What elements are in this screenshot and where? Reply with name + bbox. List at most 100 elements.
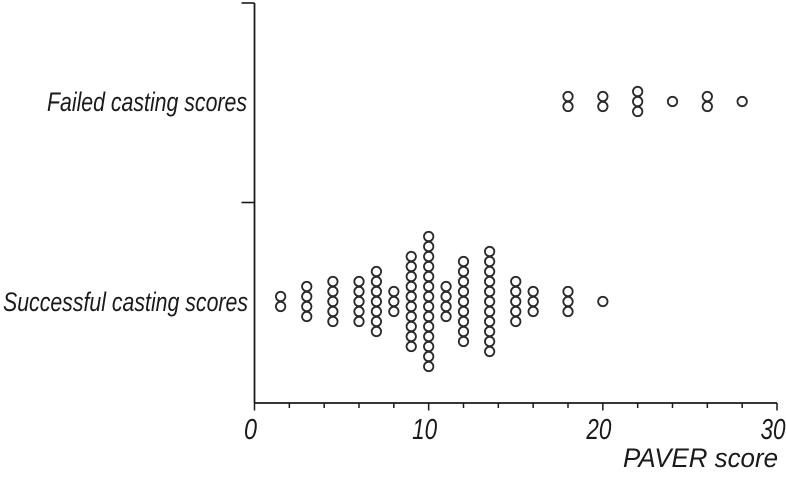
data-point-circle xyxy=(353,295,365,308)
data-point-circle xyxy=(353,305,365,318)
data-point-circle xyxy=(423,350,435,363)
data-point-circle xyxy=(457,265,470,278)
data-point-circle xyxy=(440,310,452,323)
data-point-circle xyxy=(527,295,539,308)
category-label-failed: Failed casting scores xyxy=(47,87,247,117)
data-point-circle xyxy=(370,275,383,288)
data-point-circle xyxy=(353,275,365,288)
data-point-circle xyxy=(370,265,383,278)
data-point-circle xyxy=(484,345,496,358)
data-point-circle xyxy=(632,85,644,98)
data-point-circle xyxy=(484,245,496,258)
data-point-circle xyxy=(423,260,435,273)
data-point-circle xyxy=(405,270,417,283)
data-point-circle xyxy=(457,305,470,318)
data-point-circle xyxy=(484,315,496,328)
data-point-circle xyxy=(440,290,452,303)
data-point-circle xyxy=(510,295,522,308)
data-point-circle xyxy=(405,320,417,333)
data-point-circle xyxy=(327,315,339,328)
data-point-circle xyxy=(370,325,383,338)
data-point-circle xyxy=(405,340,417,353)
data-point-circle xyxy=(405,280,417,293)
data-point-circle xyxy=(388,295,400,308)
data-point-circle xyxy=(597,100,609,113)
data-point-circle xyxy=(510,275,522,288)
data-point-circle xyxy=(510,315,522,328)
data-point-circle xyxy=(484,335,496,348)
data-point-circle xyxy=(457,295,470,308)
data-point-circle xyxy=(423,240,435,253)
data-point-circle xyxy=(484,255,496,268)
data-point-circle xyxy=(527,285,539,298)
data-point-circle xyxy=(388,305,400,318)
data-point-circle xyxy=(510,285,522,298)
data-point-circle xyxy=(327,285,339,298)
data-point-circle xyxy=(301,280,313,293)
data-point-circle xyxy=(405,260,417,273)
data-points-layer xyxy=(275,85,748,373)
x-tick-label-10: 10 xyxy=(412,414,437,446)
data-point-circle xyxy=(457,255,470,268)
data-point-circle xyxy=(527,305,539,318)
data-point-circle xyxy=(562,305,574,318)
data-point-circle xyxy=(370,285,383,298)
data-point-circle xyxy=(457,275,470,288)
data-point-circle xyxy=(275,300,287,313)
data-point-circle xyxy=(457,335,470,348)
data-point-circle xyxy=(484,265,496,278)
data-point-circle xyxy=(484,285,496,298)
data-point-circle xyxy=(701,100,713,113)
data-point-circle xyxy=(423,250,435,263)
data-point-circle xyxy=(484,305,496,318)
data-point-circle xyxy=(562,295,574,308)
data-point-circle xyxy=(423,300,435,313)
tick-label-layer: 0 10 20 30 xyxy=(244,414,786,446)
x-tick-label-20: 20 xyxy=(586,414,612,446)
data-point-circle xyxy=(510,305,522,318)
data-point-circle xyxy=(327,305,339,318)
data-point-circle xyxy=(275,290,287,303)
data-point-circle xyxy=(597,295,609,308)
data-point-circle xyxy=(301,290,313,303)
data-point-circle xyxy=(301,300,313,313)
data-point-circle xyxy=(597,90,609,103)
data-point-circle xyxy=(405,250,417,263)
data-point-circle xyxy=(562,285,574,298)
data-point-circle xyxy=(484,275,496,288)
data-point-circle xyxy=(423,280,435,293)
x-tick-label-30: 30 xyxy=(761,414,786,446)
data-point-circle xyxy=(405,330,417,343)
category-label-successful: Successful casting scores xyxy=(3,287,248,317)
data-point-circle xyxy=(423,320,435,333)
data-point-circle xyxy=(736,95,748,108)
data-point-circle xyxy=(388,285,400,298)
data-point-circle xyxy=(666,95,679,108)
x-axis-title: PAVER score xyxy=(623,443,778,473)
data-point-circle xyxy=(370,315,383,328)
axes-layer xyxy=(241,2,778,411)
data-point-circle xyxy=(405,300,417,313)
data-point-circle xyxy=(370,305,383,318)
data-point-circle xyxy=(632,95,644,108)
data-point-circle xyxy=(327,295,339,308)
data-point-circle xyxy=(405,290,417,303)
data-point-circle xyxy=(301,310,313,323)
data-point-circle xyxy=(440,280,452,293)
data-point-circle xyxy=(423,270,435,283)
data-point-circle xyxy=(353,315,365,328)
data-point-circle xyxy=(457,315,470,328)
data-point-circle xyxy=(423,230,435,243)
data-point-circle xyxy=(423,330,435,343)
data-point-circle xyxy=(405,310,417,323)
data-point-circle xyxy=(484,325,496,338)
data-point-circle xyxy=(632,105,644,118)
data-point-circle xyxy=(562,90,574,103)
data-point-circle xyxy=(484,295,496,308)
data-point-circle xyxy=(423,360,435,373)
data-point-circle xyxy=(423,290,435,303)
x-tick-label-0: 0 xyxy=(244,414,257,446)
data-point-circle xyxy=(440,300,452,313)
